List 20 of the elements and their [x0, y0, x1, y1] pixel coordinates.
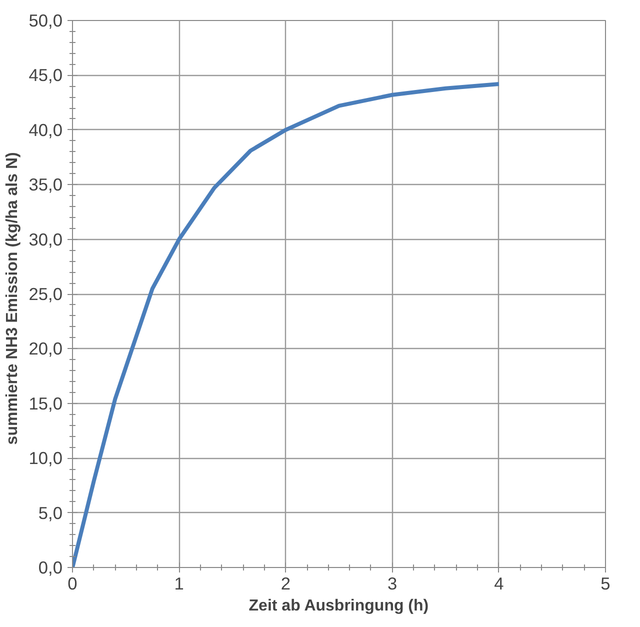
y-axis-title: summierte NH3 Emission (kg/ha als N) — [4, 152, 21, 445]
x-tick-label: 5 — [600, 574, 610, 594]
y-tick-label: 35,0 — [28, 174, 63, 195]
line-series — [72, 82, 501, 568]
x-axis-title: Zeit ab Ausbringung (h) — [248, 598, 429, 614]
y-tick-label: 40,0 — [28, 120, 63, 140]
y-tick-label: 45,0 — [28, 65, 63, 86]
y-tick-label: 25,0 — [28, 284, 63, 304]
y-tick-label: 0,0 — [38, 558, 63, 578]
y-tick-label: 50,0 — [28, 10, 63, 30]
x-tick-label: 3 — [387, 574, 398, 594]
x-tick-label: 0 — [68, 574, 78, 594]
x-tick-label: 2 — [280, 574, 291, 594]
y-tick-label: 30,0 — [28, 229, 63, 250]
y-tick-label: 20,0 — [28, 338, 63, 359]
y-tick-label: 5,0 — [38, 502, 63, 523]
y-tick-label: 15,0 — [28, 393, 63, 414]
x-tick-label: 4 — [494, 574, 504, 594]
y-tick-label: 10,0 — [28, 448, 63, 468]
x-tick-label: 1 — [174, 574, 184, 594]
